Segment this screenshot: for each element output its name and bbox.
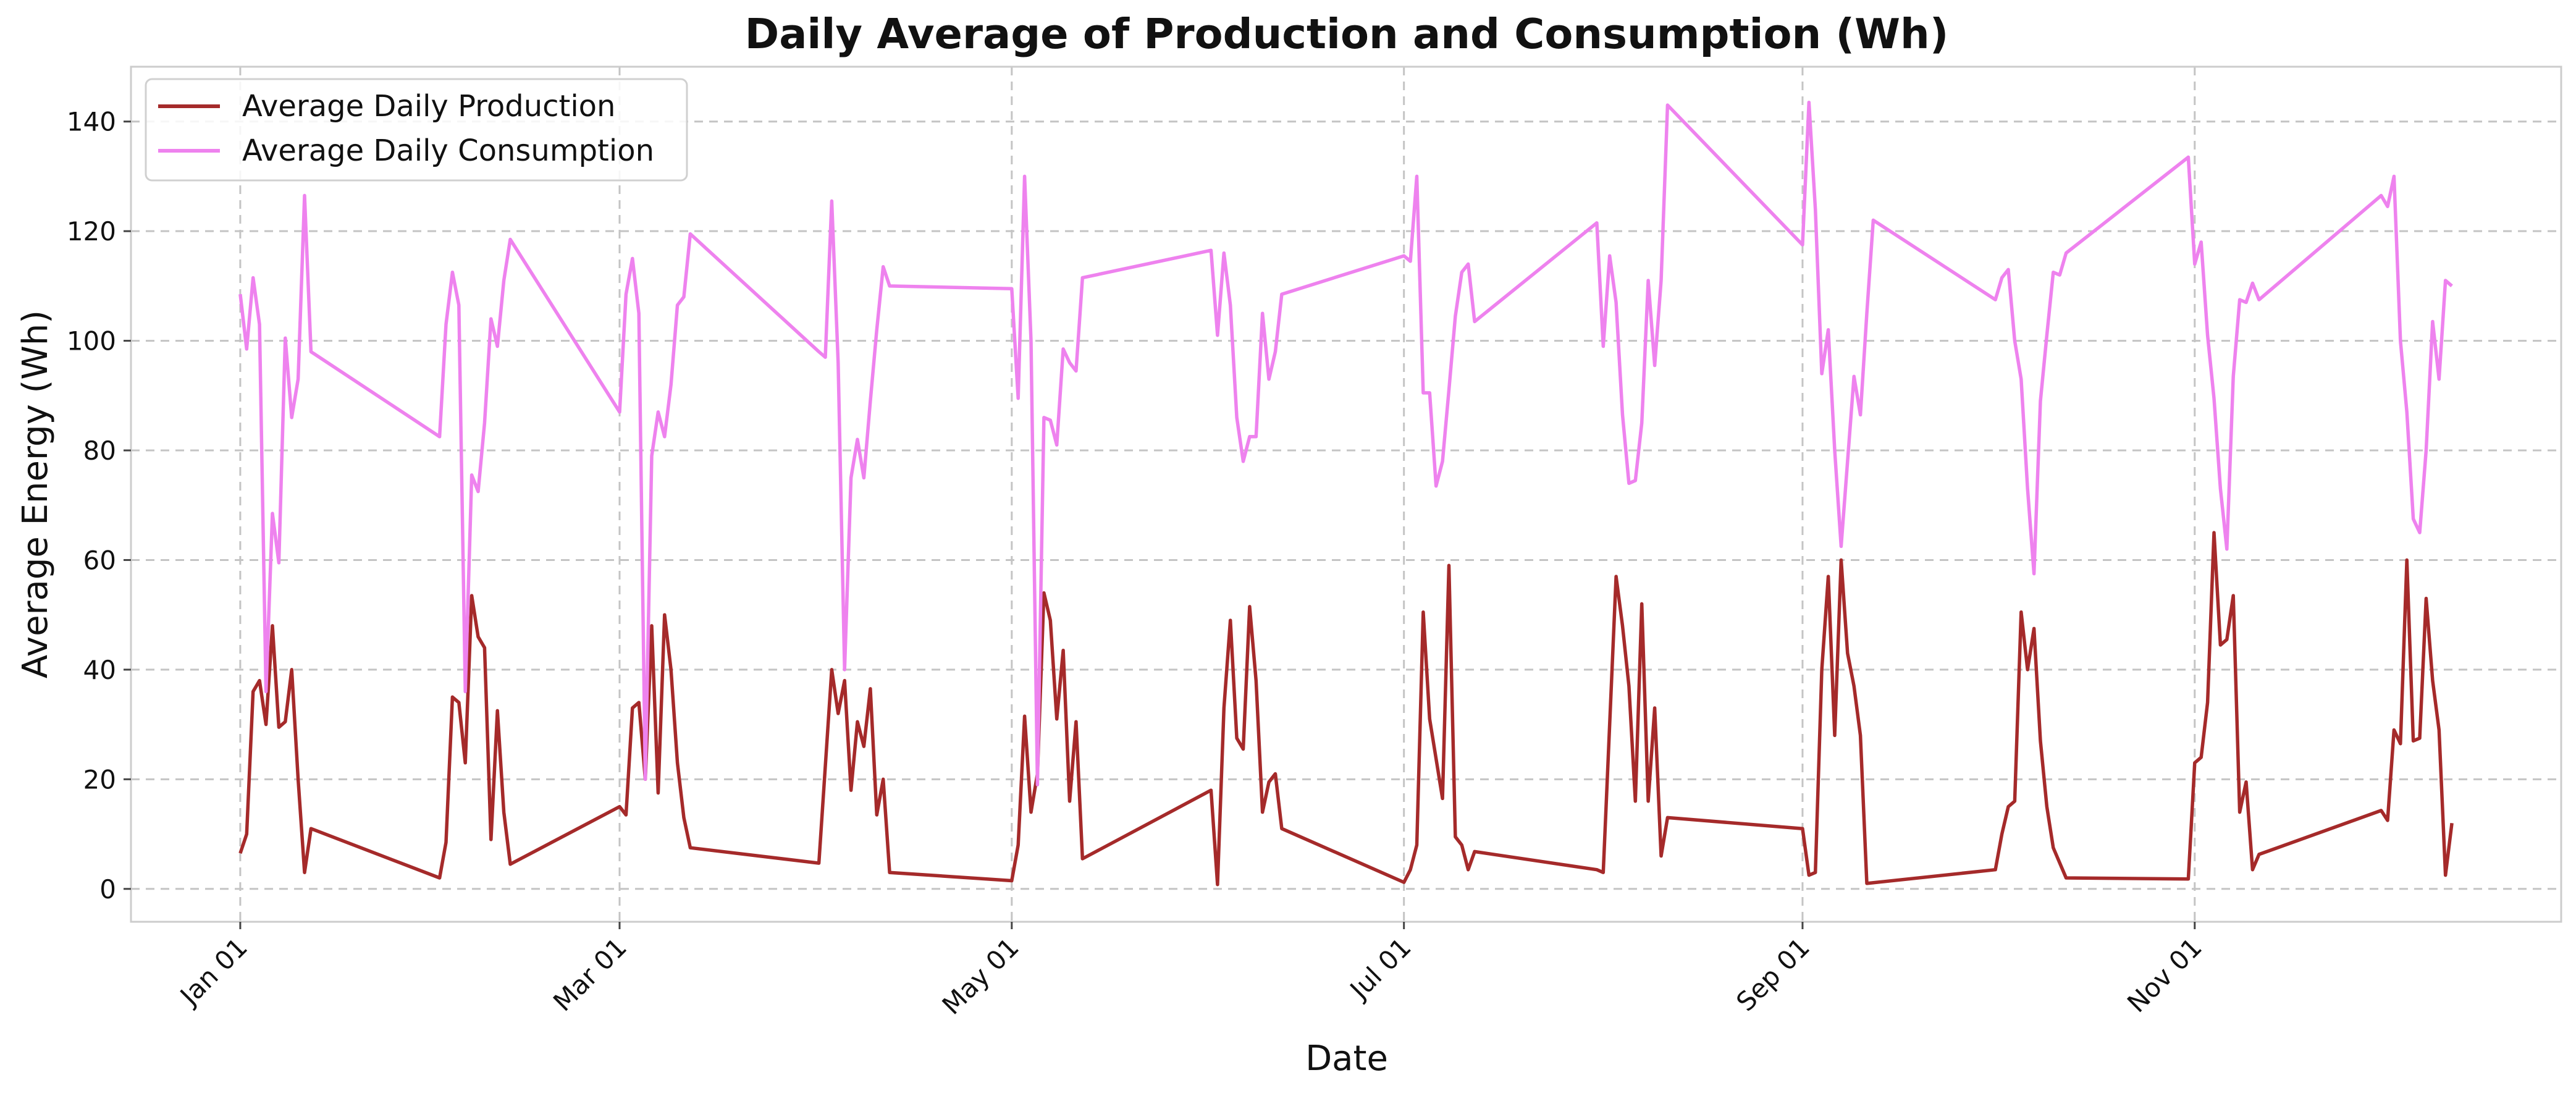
x-tick-label: Sep 01 [1730,932,1816,1017]
grid-lines [131,67,2561,922]
x-tick-label: Jan 01 [173,932,253,1012]
x-tick-label: May 01 [937,932,1025,1020]
chart-title: Daily Average of Production and Consumpt… [745,10,1949,58]
legend-label-production: Average Daily Production [242,89,615,124]
legend-label-consumption: Average Daily Consumption [242,133,654,168]
y-tick-label: 80 [83,436,116,466]
y-tick-label: 100 [67,326,116,356]
y-axis-label: Average Energy (Wh) [15,310,56,678]
x-tick-label: Mar 01 [547,932,633,1017]
y-tick-label: 40 [83,655,116,685]
x-tick-label: Jul 01 [1343,932,1417,1006]
y-tick-label: 0 [99,874,116,904]
y-tick-label: 60 [83,545,116,575]
x-axis-ticks: Jan 01 Mar 01 May 01 Jul 01 Sep 01 Nov 01 [173,922,2208,1021]
legend: Average Daily Production Average Daily C… [146,79,687,180]
y-tick-label: 120 [67,216,116,247]
y-tick-label: 20 [83,764,116,795]
series-line-production [240,533,2452,885]
series-line-consumption [240,103,2452,785]
series-lines [240,103,2452,885]
y-tick-label: 140 [67,107,116,137]
y-axis-ticks: 0 20 40 60 80 100 120 140 [67,107,131,904]
plot-frame [131,67,2561,922]
x-tick-label: Nov 01 [2121,932,2208,1018]
x-axis-label: Date [1305,1039,1388,1079]
